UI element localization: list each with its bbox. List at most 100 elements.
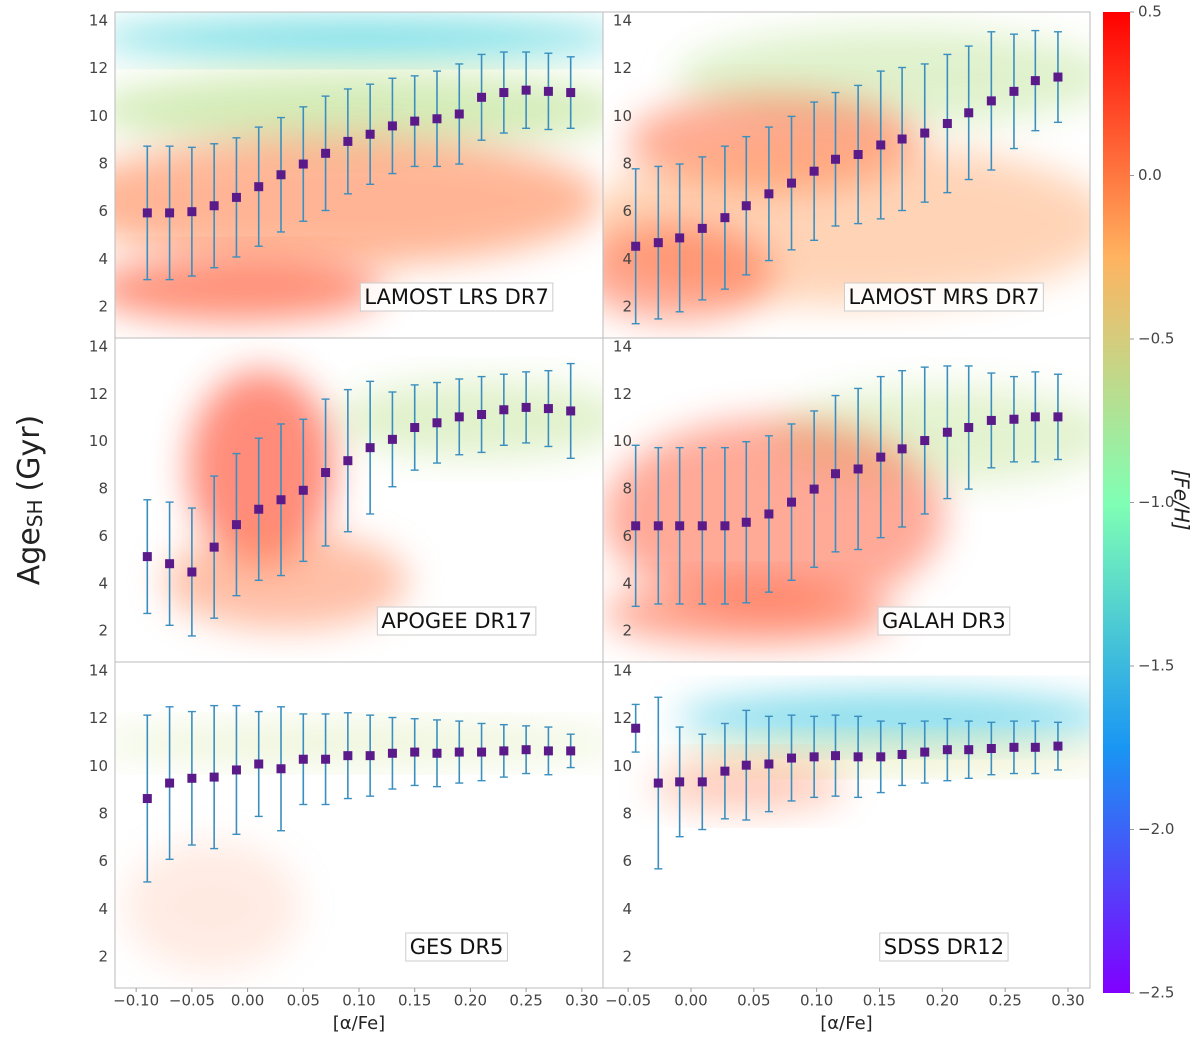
median-marker [254, 504, 264, 514]
median-marker [631, 723, 641, 733]
panel-label-box [843, 282, 1044, 312]
median-marker [187, 207, 197, 217]
median-marker [566, 406, 576, 416]
y-axis-label: AgeSH (Gyr) [12, 415, 47, 586]
median-marker [521, 402, 531, 412]
panel [115, 18, 603, 322]
y-tick-label: 14 [89, 12, 108, 30]
median-marker [1053, 741, 1063, 751]
y-tick-label: 4 [98, 900, 108, 918]
median-marker [764, 189, 774, 199]
median-marker [477, 92, 487, 102]
median-marker [675, 233, 685, 243]
median-marker [387, 748, 397, 758]
median-marker [454, 747, 464, 757]
y-tick-label: 6 [622, 852, 632, 870]
panel-label-box [405, 932, 508, 962]
density-cloud [115, 723, 603, 764]
median-marker [432, 748, 442, 758]
x-tick-label: 0.20 [454, 992, 487, 1010]
y-tick-label: 14 [613, 662, 632, 680]
median-marker [831, 154, 841, 164]
median-marker [254, 182, 264, 192]
median-marker [521, 745, 531, 755]
median-marker [764, 759, 774, 769]
y-tick-label: 6 [98, 202, 108, 220]
median-marker [787, 497, 797, 507]
median-marker [720, 766, 730, 776]
y-tick-label: 2 [98, 298, 108, 316]
median-marker [231, 192, 241, 202]
median-marker [298, 754, 308, 764]
median-marker [809, 484, 819, 494]
median-marker [787, 178, 797, 188]
density-cloud [115, 256, 384, 322]
y-tick-label: 4 [622, 250, 632, 268]
panel-label: GES DR5 [410, 935, 504, 959]
density-cloud [651, 759, 847, 812]
x-tick-label: −0.10 [113, 992, 159, 1010]
x-tick-label: 0.10 [800, 992, 833, 1010]
median-marker [653, 238, 663, 248]
median-marker [697, 777, 707, 787]
median-marker [321, 468, 331, 478]
median-marker [321, 754, 331, 764]
y-tick-label: 14 [613, 12, 632, 30]
median-marker [1053, 72, 1063, 82]
median-marker [432, 114, 442, 124]
median-marker [410, 747, 420, 757]
median-marker [675, 521, 685, 531]
median-marker [920, 747, 930, 757]
median-marker [986, 415, 996, 425]
median-marker [1030, 76, 1040, 86]
median-marker [276, 495, 286, 505]
y-tick-label: 8 [622, 480, 632, 498]
median-marker [741, 760, 751, 770]
median-marker [631, 521, 641, 531]
median-marker [543, 746, 553, 756]
median-marker [697, 223, 707, 233]
y-tick-label: 12 [89, 59, 108, 77]
y-label-text: Age [12, 527, 47, 585]
panel [163, 370, 603, 630]
density-cloud [163, 532, 408, 630]
median-marker [499, 405, 509, 415]
y-tick-label: 4 [622, 900, 632, 918]
panel-label-box [359, 282, 554, 312]
y-tick-label: 14 [89, 662, 108, 680]
median-marker [298, 485, 308, 495]
panel [115, 723, 603, 972]
median-marker [853, 150, 863, 160]
x-tick-label: 0.00 [231, 992, 264, 1010]
median-marker [321, 148, 331, 158]
median-marker [543, 86, 553, 96]
median-marker [964, 745, 974, 755]
y-tick-label: 10 [613, 432, 632, 450]
median-marker [764, 509, 774, 519]
median-marker [365, 443, 375, 453]
median-marker [831, 469, 841, 479]
median-marker [187, 773, 197, 783]
y-tick-label: 6 [98, 852, 108, 870]
median-marker [876, 752, 886, 762]
median-marker [964, 423, 974, 433]
median-marker [298, 159, 308, 169]
panel-label: LAMOST MRS DR7 [848, 285, 1039, 309]
median-marker [1009, 86, 1019, 96]
y-tick-label: 2 [622, 298, 632, 316]
x-tick-label: 0.15 [398, 992, 431, 1010]
median-marker [477, 747, 487, 757]
median-marker [165, 208, 175, 218]
y-tick-label: 12 [613, 709, 632, 727]
colorbar-tick-label: 0.5 [1138, 3, 1162, 21]
x-tick-label: 0.20 [926, 992, 959, 1010]
median-marker [741, 517, 751, 527]
median-marker [454, 109, 464, 119]
y-tick-label: 14 [89, 338, 108, 356]
median-marker [187, 567, 197, 577]
x-tick-label: 0.25 [509, 992, 542, 1010]
median-marker [254, 759, 264, 769]
median-marker [410, 116, 420, 126]
x-tick-label: 0.15 [863, 992, 896, 1010]
median-marker [1009, 742, 1019, 752]
